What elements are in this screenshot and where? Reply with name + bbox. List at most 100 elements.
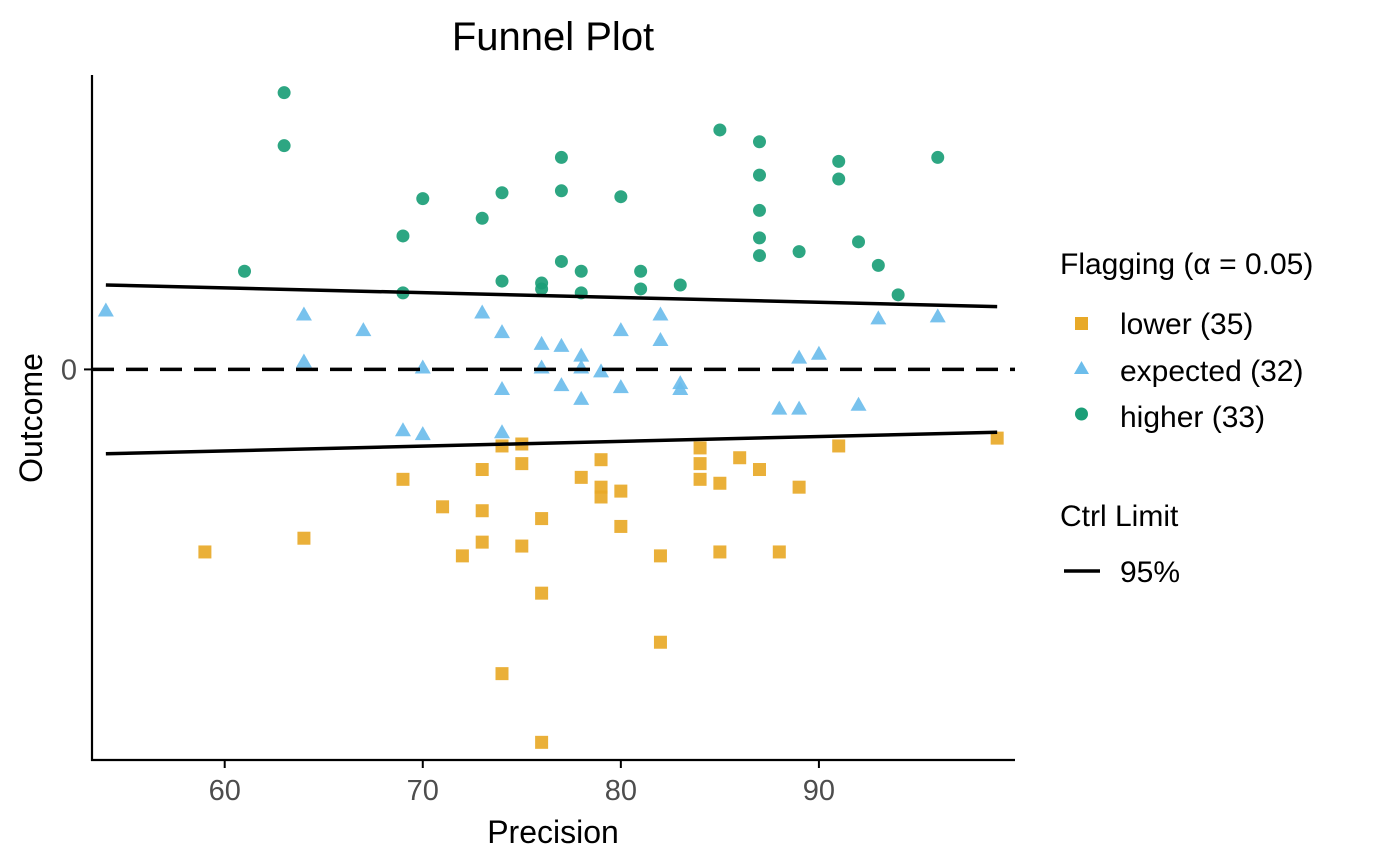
point-expected [850,396,867,411]
plot-area [92,86,1015,749]
point-expected [612,322,629,337]
point-expected [573,390,590,405]
point-higher [752,135,766,149]
legend-key-lower-square [1075,317,1088,330]
point-expected [672,381,689,396]
point-lower [772,545,786,559]
point-lower [594,490,608,504]
point-lower [752,463,766,477]
point-lower [614,519,628,533]
point-lower [832,439,846,453]
point-expected [355,322,372,337]
point-higher [238,264,252,278]
point-higher [535,282,549,296]
point-higher [277,139,291,153]
point-lower [475,504,489,518]
point-expected [553,377,570,392]
point-higher [752,231,766,245]
point-lower [713,545,727,559]
legend-label-lower: lower (35) [1120,308,1253,341]
control-limit-lower [105,430,998,456]
point-expected [394,422,411,437]
point-lower [713,476,727,490]
point-expected [929,308,946,323]
point-expected [295,353,312,368]
legend-flagging-title-alpha: α = 0.05 [1193,248,1303,281]
point-lower [535,512,549,526]
legend-key-expected-triangle [1074,361,1089,374]
legend-label-expected: expected (32) [1120,355,1303,388]
point-expected [414,359,431,374]
point-expected [771,400,788,415]
point-higher [752,168,766,182]
point-lower [475,535,489,549]
point-higher [752,203,766,217]
point-higher [554,184,568,198]
point-expected [810,345,827,360]
point-higher [277,86,291,100]
y-axis-ticks: 0 [61,354,92,386]
point-expected [791,400,808,415]
point-higher [931,150,945,164]
point-expected [295,306,312,321]
point-expected [870,310,887,325]
point-lower [990,431,1004,445]
point-lower [495,667,509,681]
point-lower [455,549,469,563]
x-axis-title: Precision [487,814,619,850]
point-lower [515,539,529,553]
point-higher [634,282,648,296]
point-expected [494,424,511,439]
point-expected [573,347,590,362]
point-higher [574,264,588,278]
point-higher [871,258,885,272]
point-higher [396,229,410,243]
point-lower [515,457,529,471]
point-higher [634,264,648,278]
x-tick-label: 90 [803,775,835,807]
point-lower [693,441,707,455]
point-lower [653,549,667,563]
x-tick-label: 70 [407,775,439,807]
x-tick-label: 80 [605,775,637,807]
point-lower [396,472,410,486]
point-lower [792,480,806,494]
legend-key-higher-circle [1075,407,1088,421]
point-expected [474,304,491,319]
point-expected [652,331,669,346]
point-higher [673,278,687,292]
point-lower [198,545,212,559]
point-higher [832,172,846,186]
chart-title: Funnel Plot [452,15,654,59]
legend-ctrl-title: Ctrl Limit [1060,500,1179,533]
legend: Flagging (α = 0.05) lower (35) expected … [1060,248,1313,589]
y-tick-label: 0 [61,354,77,386]
legend-flagging-title-main: Flagging ( [1060,248,1193,281]
point-higher [554,150,568,164]
point-expected [652,306,669,321]
point-expected [533,359,550,374]
point-lower [733,451,747,465]
point-higher [614,190,628,204]
x-tick-label: 60 [209,775,241,807]
point-expected [612,379,629,394]
point-expected [414,426,431,441]
point-higher [891,288,905,302]
point-expected [494,324,511,339]
x-axis-ticks: 60 70 80 90 [209,760,835,807]
legend-flagging-title-close: ) [1303,248,1313,281]
point-lower [693,472,707,486]
point-higher [752,249,766,263]
point-expected [494,381,511,396]
point-expected [791,349,808,364]
point-higher [495,274,509,288]
point-expected [97,302,114,317]
point-lower [653,635,667,649]
point-higher [495,186,509,200]
point-expected [593,363,610,378]
point-lower [574,470,588,484]
point-lower [535,586,549,600]
point-higher [554,254,568,268]
point-lower [297,531,311,545]
